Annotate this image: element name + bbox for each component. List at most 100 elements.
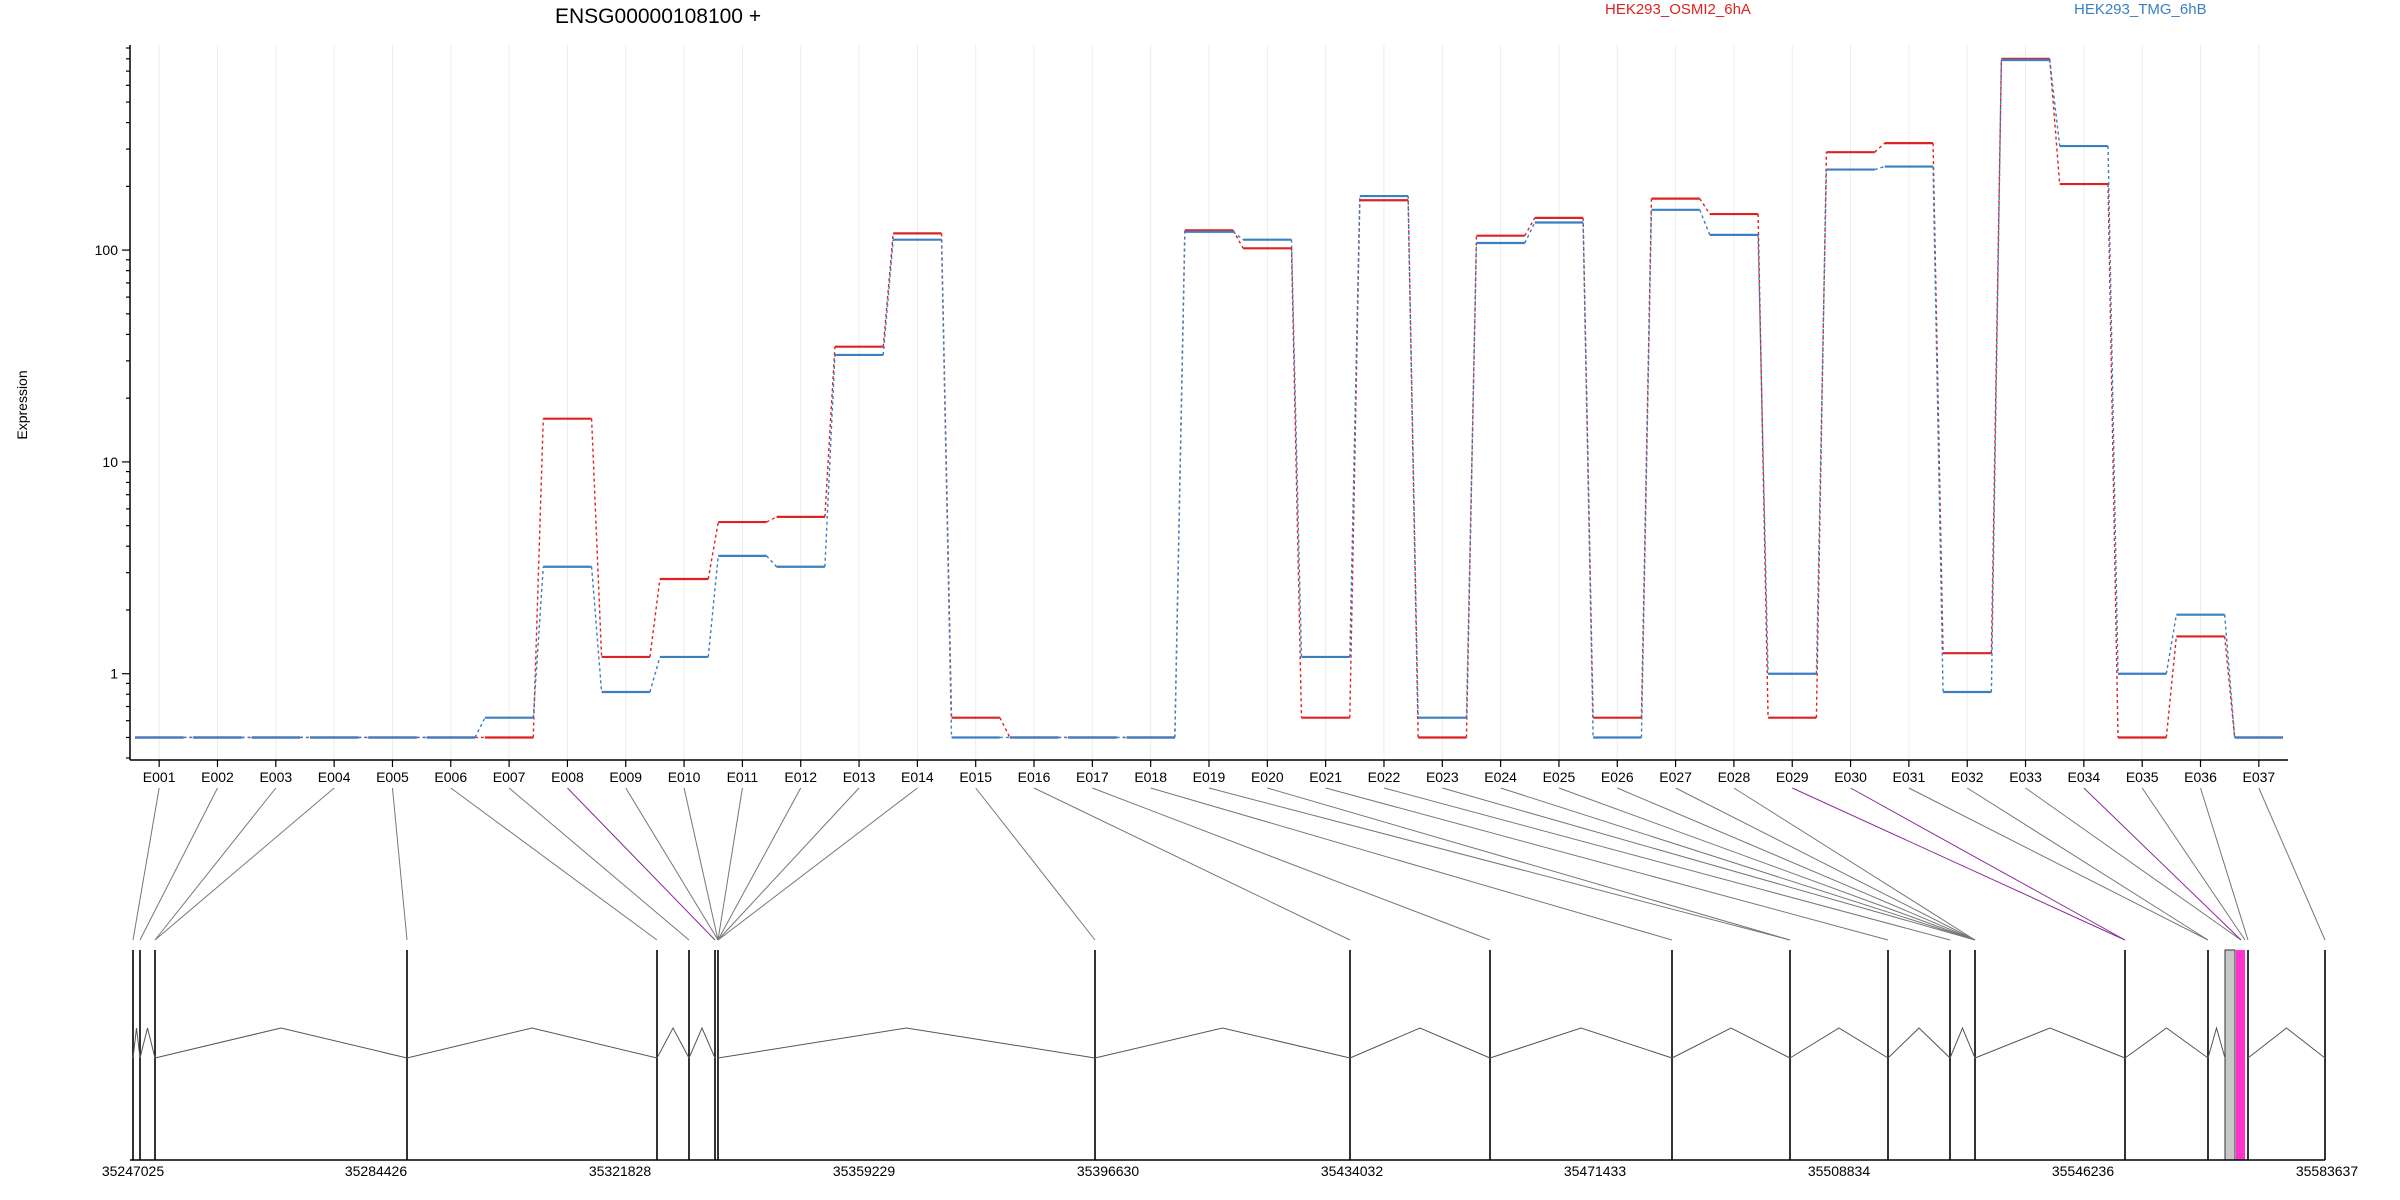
series-connector	[1874, 142, 1886, 153]
x-tick-label: E006	[434, 769, 467, 785]
x-tick-label: E013	[843, 769, 876, 785]
coordinate-label: 35396630	[1077, 1163, 1140, 1179]
mapping-line-E003	[154, 787, 277, 941]
exon-mapping-lines	[132, 787, 2326, 941]
x-tick-label: E017	[1076, 769, 1109, 785]
series-connector	[532, 418, 544, 738]
series-connector	[766, 516, 777, 523]
y-tick-label: 1	[110, 666, 118, 682]
mapping-line-E029	[1792, 787, 2126, 941]
series-connector	[474, 717, 486, 738]
mapping-line-E006	[450, 787, 658, 941]
series-connector	[649, 578, 661, 658]
y-axis-label: Expression	[14, 370, 30, 439]
mapping-line-E030	[1850, 787, 2126, 941]
x-tick-label: E011	[727, 769, 759, 785]
axes: 1 10 100 E001 E002 E003 E004 E005 E006 E007 E008 E0…	[95, 45, 2288, 785]
mapping-line-E005	[391, 787, 408, 941]
series-connector	[1815, 169, 1828, 674]
coordinate-label: 35284426	[345, 1163, 408, 1179]
coordinate-label: 35508834	[1808, 1163, 1871, 1179]
series-connector	[707, 521, 719, 580]
intron	[154, 1027, 408, 1059]
mapping-line-E025	[1558, 787, 1976, 941]
mapping-line-E014	[717, 787, 918, 941]
mapping-line-E023	[1442, 787, 1976, 941]
series-connector	[1232, 231, 1244, 241]
mapping-line-E016	[1033, 787, 1351, 941]
coordinate-label: 35321828	[589, 1163, 652, 1179]
gene-model: 35247025 35284426 35321828 35359229 35396630…	[102, 949, 2359, 1179]
x-tick-label: E002	[201, 769, 234, 785]
series-connector	[1349, 196, 1361, 657]
x-tick-label: E035	[2126, 769, 2159, 785]
x-tick-label: E018	[1134, 769, 1167, 785]
intron	[406, 1027, 658, 1059]
x-tick-label: E027	[1659, 769, 1692, 785]
intron	[1094, 1027, 1351, 1059]
x-tick-label: E022	[1368, 769, 1401, 785]
series-connector	[2049, 59, 2061, 147]
mapping-line-E001	[132, 787, 160, 941]
tested-region-bg	[2224, 949, 2236, 1161]
series-connector	[1815, 152, 1828, 718]
x-tick-label: E020	[1251, 769, 1284, 785]
series-connector	[2107, 146, 2119, 674]
intron	[2124, 1027, 2209, 1059]
x-tick-label: E025	[1543, 769, 1576, 785]
series-connector	[2223, 614, 2236, 738]
intron	[688, 1026, 716, 1059]
mapping-line-E037	[2258, 787, 2326, 941]
x-tick-label: E032	[1951, 769, 1984, 785]
x-tick-label: E030	[1834, 769, 1867, 785]
mapping-line-E033	[2025, 787, 2242, 941]
series-connector	[999, 717, 1011, 738]
series-connector	[824, 354, 836, 567]
x-tick-label: E028	[1718, 769, 1751, 785]
series-connector	[2107, 184, 2119, 738]
series-connector	[1524, 222, 1536, 244]
mapping-line-E024	[1500, 787, 1976, 941]
coordinate-label: 35471433	[1564, 1163, 1627, 1179]
x-tick-label: E010	[668, 769, 701, 785]
mapping-line-E010	[683, 787, 719, 941]
mapping-line-E035	[2141, 787, 2246, 941]
mapping-line-E020	[1267, 787, 1791, 941]
series-connector	[2165, 636, 2178, 738]
series-connector	[1407, 196, 1419, 718]
series-connector	[1757, 234, 1769, 674]
coordinate-label: 35583637	[2296, 1163, 2359, 1179]
x-tick-label: E034	[2068, 769, 2101, 785]
mapping-line-E009	[625, 787, 719, 941]
mapping-line-E026	[1617, 787, 1976, 941]
x-tick-label: E001	[143, 769, 176, 785]
series-1	[135, 58, 2283, 739]
x-tick-label: E024	[1484, 769, 1517, 785]
intron	[1671, 1027, 1791, 1059]
mapping-line-E021	[1325, 787, 1889, 941]
x-tick-label: E026	[1601, 769, 1634, 785]
intron	[2247, 1027, 2326, 1059]
x-tick-label: E014	[901, 769, 934, 785]
legend-series-a: HEK293_OSMI2_6hA	[1605, 1, 1751, 18]
series-connector	[590, 418, 603, 657]
intron	[132, 1027, 141, 1059]
x-tick-label: E033	[2009, 769, 2042, 785]
x-tick-label: E009	[609, 769, 642, 785]
tested-exon-block	[2236, 950, 2245, 1160]
series-connector	[766, 555, 778, 568]
x-tick-label: E007	[493, 769, 526, 785]
series-connector	[882, 233, 894, 347]
mapping-line-E036	[2200, 787, 2249, 941]
intron	[1349, 1027, 1491, 1059]
series-connector	[1582, 222, 1594, 738]
series-connector	[1174, 231, 1186, 738]
chart-title: ENSG00000108100 +	[555, 5, 761, 28]
mapping-line-E002	[139, 787, 218, 941]
series-connector	[532, 566, 544, 718]
series-connector	[1290, 239, 1303, 657]
coordinate-label: 35247025	[102, 1163, 165, 1179]
intron	[717, 1027, 1096, 1059]
x-tick-label: E005	[376, 769, 409, 785]
intron	[2207, 1026, 2226, 1059]
